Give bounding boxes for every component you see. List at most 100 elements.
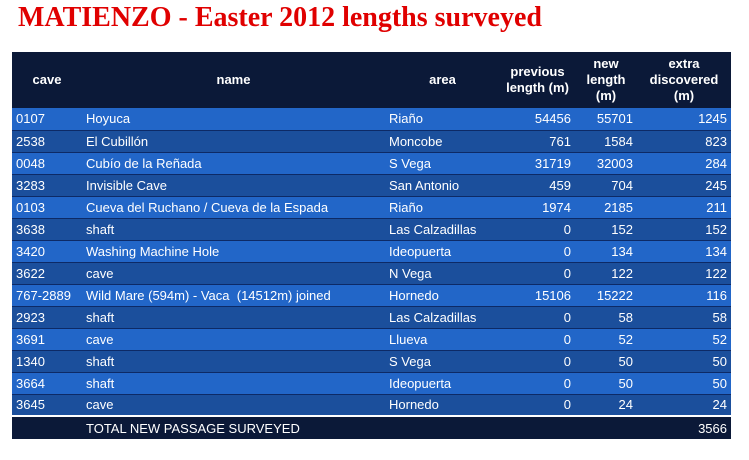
cell: shaft [82,218,385,241]
table-row: 3638 shaft Las Calzadillas 0 152 152 [12,218,731,241]
cell: 50 [575,372,637,395]
cell: 3645 [12,394,82,417]
cell: Hoyuca [82,108,385,131]
cell: 3638 [12,218,82,241]
column-header: new length (m) [575,52,637,108]
table-body: 0107 Hoyuca Riaño 54456 55701 1245 2538 El Cubi… [12,108,731,417]
cell: shaft [82,306,385,329]
cell: Invisible Cave [82,174,385,197]
cell: cave [82,394,385,417]
cell: 3622 [12,262,82,285]
cell: 55701 [575,108,637,131]
cell: 24 [637,394,731,417]
table-row: 0107 Hoyuca Riaño 54456 55701 1245 [12,108,731,131]
cell: 3420 [12,240,82,263]
cell: 2538 [12,130,82,153]
table-row: 767-2889 Wild Mare (594m) - Vaca (14512m)… [12,284,731,307]
total-label: TOTAL NEW PASSAGE SURVEYED [82,415,637,439]
cell: Hornedo [385,284,500,307]
cell: 1974 [500,196,575,219]
cell: 761 [500,130,575,153]
cell: Riaño [385,196,500,219]
cell: S Vega [385,152,500,175]
cell: Las Calzadillas [385,218,500,241]
cell: 823 [637,130,731,153]
cell: Riaño [385,108,500,131]
cell: shaft [82,350,385,373]
cell: 0048 [12,152,82,175]
cell: 1245 [637,108,731,131]
table-row: 2538 El Cubillón Moncobe 761 1584 823 [12,130,731,153]
table-row: 3622 cave N Vega 0 122 122 [12,262,731,285]
title: MATIENZO - Easter 2012 lengths surveyed [18,2,542,33]
cell: 3664 [12,372,82,395]
cell: 24 [575,394,637,417]
cell: 58 [637,306,731,329]
cell: 245 [637,174,731,197]
cell: 3691 [12,328,82,351]
cell: El Cubillón [82,130,385,153]
cell: Moncobe [385,130,500,153]
table-row: 2923 shaft Las Calzadillas 0 58 58 [12,306,731,329]
column-header: cave [12,52,82,108]
cell: 767-2889 [12,284,82,307]
cell: Washing Machine Hole [82,240,385,263]
table-row: 0103 Cueva del Ruchano / Cueva de la Espa… [12,196,731,219]
cell: 3283 [12,174,82,197]
cell: 15222 [575,284,637,307]
cell: 122 [637,262,731,285]
cell: 0 [500,372,575,395]
cell: Las Calzadillas [385,306,500,329]
cell: 54456 [500,108,575,131]
cell: 31719 [500,152,575,175]
lengths-table: cave name area previous length (m) new lengt… [12,52,731,439]
column-header: previous length (m) [500,52,575,108]
cell: 50 [637,372,731,395]
cell: 0 [500,394,575,417]
table-row: 1340 shaft S Vega 0 50 50 [12,350,731,373]
cell: Cubío de la Reñada [82,152,385,175]
cell: 32003 [575,152,637,175]
cell: San Antonio [385,174,500,197]
cell: 704 [575,174,637,197]
column-header: extra discovered (m) [637,52,731,108]
cell: 0 [500,218,575,241]
table-row: 0048 Cubío de la Reñada S Vega 31719 32003 28… [12,152,731,175]
total-row: TOTAL NEW PASSAGE SURVEYED 3566 [12,415,731,439]
cell: 50 [575,350,637,373]
header-row: cave name area previous length (m) new lengt… [12,52,731,108]
cell: shaft [82,372,385,395]
table-row: 3420 Washing Machine Hole Ideopuerta 0 134 13… [12,240,731,263]
total-value: 3566 [637,415,731,439]
cell: Llueva [385,328,500,351]
cell: Wild Mare (594m) - Vaca (14512m) joined [82,284,385,307]
table-row: 3664 shaft Ideopuerta 0 50 50 [12,372,731,395]
cell: 52 [637,328,731,351]
cell: 1584 [575,130,637,153]
cell: 116 [637,284,731,307]
cell: 0107 [12,108,82,131]
table-row: 3645 cave Hornedo 0 24 24 [12,394,731,417]
column-header: area [385,52,500,108]
cell: Hornedo [385,394,500,417]
cell: 0 [500,350,575,373]
cell: 152 [575,218,637,241]
cell: Cueva del Ruchano / Cueva de la Espada [82,196,385,219]
cell: 122 [575,262,637,285]
cell: cave [82,262,385,285]
cell: 211 [637,196,731,219]
cell: 2185 [575,196,637,219]
cell: 0 [500,262,575,285]
cell: 134 [575,240,637,263]
cell: 0103 [12,196,82,219]
cell: 15106 [500,284,575,307]
cell: 152 [637,218,731,241]
cell: S Vega [385,350,500,373]
cell: 52 [575,328,637,351]
cell: cave [82,328,385,351]
cell: 58 [575,306,637,329]
cell: 284 [637,152,731,175]
cell: 0 [500,306,575,329]
cell: 50 [637,350,731,373]
